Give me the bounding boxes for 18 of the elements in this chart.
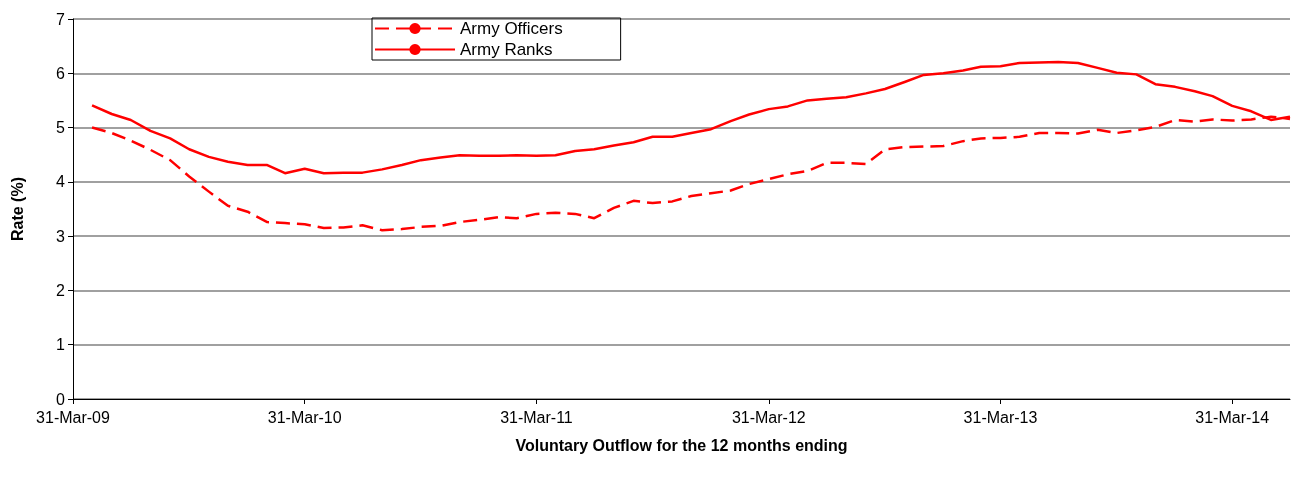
- x-axis-title: Voluntary Outflow for the 12 months ending: [515, 436, 848, 454]
- x-tick-label: 31-Mar-13: [963, 408, 1038, 426]
- y-tick-label: 2: [56, 281, 66, 299]
- legend-label: Army Ranks: [460, 40, 553, 59]
- legend-label: Army Officers: [460, 19, 563, 38]
- y-tick-label: 1: [56, 336, 66, 354]
- x-tick-label: 31-Mar-10: [267, 408, 342, 426]
- y-tick-label: 6: [56, 64, 66, 82]
- y-tick-label: 3: [56, 227, 66, 245]
- y-axis-title: Rate (%): [8, 176, 26, 242]
- x-tick-label: 31-Mar-09: [36, 408, 110, 426]
- y-tick-label: 4: [56, 173, 66, 191]
- y-tick-label: 7: [56, 10, 66, 28]
- y-tick-label: 5: [56, 119, 66, 137]
- x-tick-label: 31-Mar-12: [731, 408, 806, 426]
- x-tick-label: 31-Mar-14: [1195, 408, 1270, 426]
- y-tick-label: 0: [56, 390, 66, 408]
- x-tick-label: 31-Mar-11: [500, 408, 573, 426]
